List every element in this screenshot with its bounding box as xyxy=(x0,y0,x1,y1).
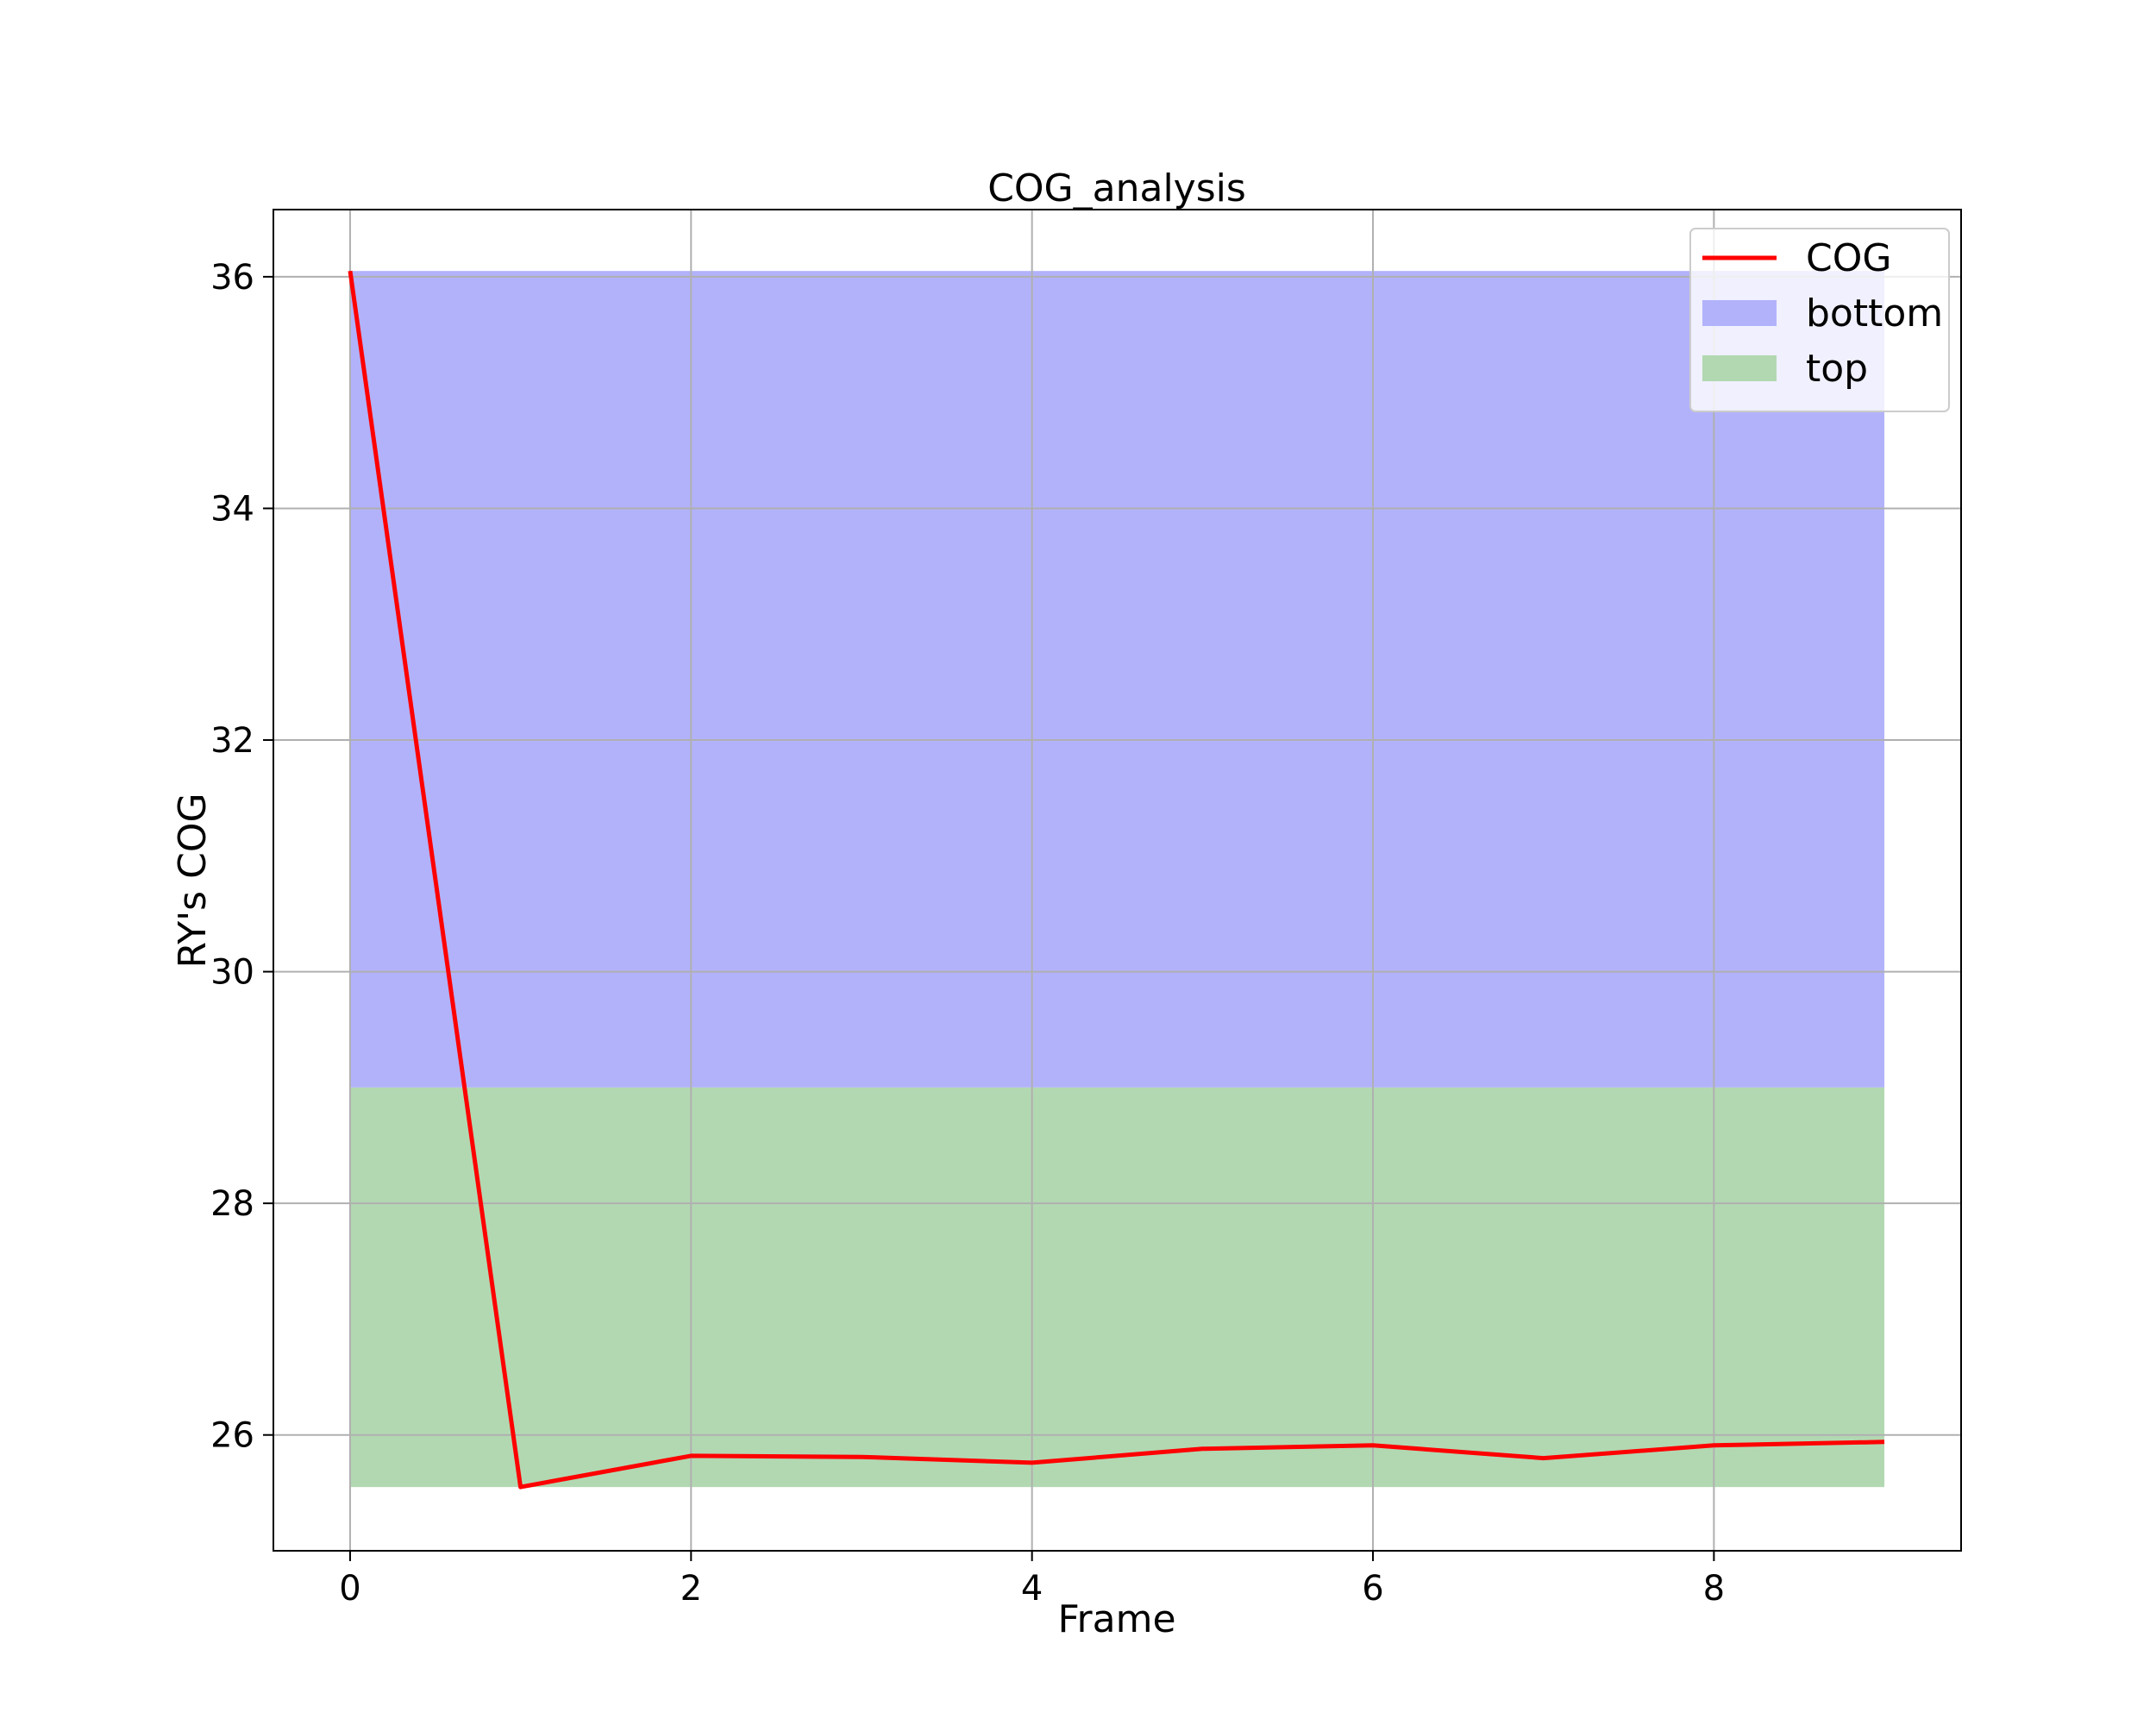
x-tick-label: 8 xyxy=(1703,1569,1725,1609)
y-tick-label: 28 xyxy=(210,1184,254,1224)
x-tick-label: 2 xyxy=(680,1569,702,1609)
series-layer xyxy=(348,270,1885,1490)
x-tick-label: 6 xyxy=(1362,1569,1383,1609)
legend: COG bottom top xyxy=(1689,228,1950,412)
x-tick-label: 4 xyxy=(1021,1569,1043,1609)
legend-label-bottom: bottom xyxy=(1806,292,1943,336)
y-tick-label: 32 xyxy=(210,721,254,761)
y-tick-label: 36 xyxy=(210,258,254,298)
legend-swatch-top xyxy=(1702,355,1777,381)
legend-swatch-bottom xyxy=(1702,300,1777,326)
chart-title: COG_analysis xyxy=(987,166,1246,210)
ticks-layer: 0 2 4 6 8 26 28 30 32 34 36 xyxy=(210,258,1725,1609)
band-bottom xyxy=(349,271,1885,1088)
plot-frame xyxy=(273,209,1962,1552)
legend-label-COG: COG xyxy=(1806,236,1891,280)
x-axis-label: Frame xyxy=(1057,1597,1175,1641)
legend-label-top: top xyxy=(1806,347,1868,391)
bands-layer xyxy=(349,271,1885,1488)
y-tick-label: 26 xyxy=(210,1416,254,1456)
x-tick-label: 0 xyxy=(339,1569,360,1609)
y-axis-label: RY's COG xyxy=(171,793,215,968)
series-line-COG xyxy=(348,270,1885,1490)
band-top xyxy=(349,1087,1885,1488)
y-tick-label: 34 xyxy=(210,489,254,529)
y-tick-label: 30 xyxy=(210,953,254,993)
grid-layer xyxy=(273,210,1961,1551)
